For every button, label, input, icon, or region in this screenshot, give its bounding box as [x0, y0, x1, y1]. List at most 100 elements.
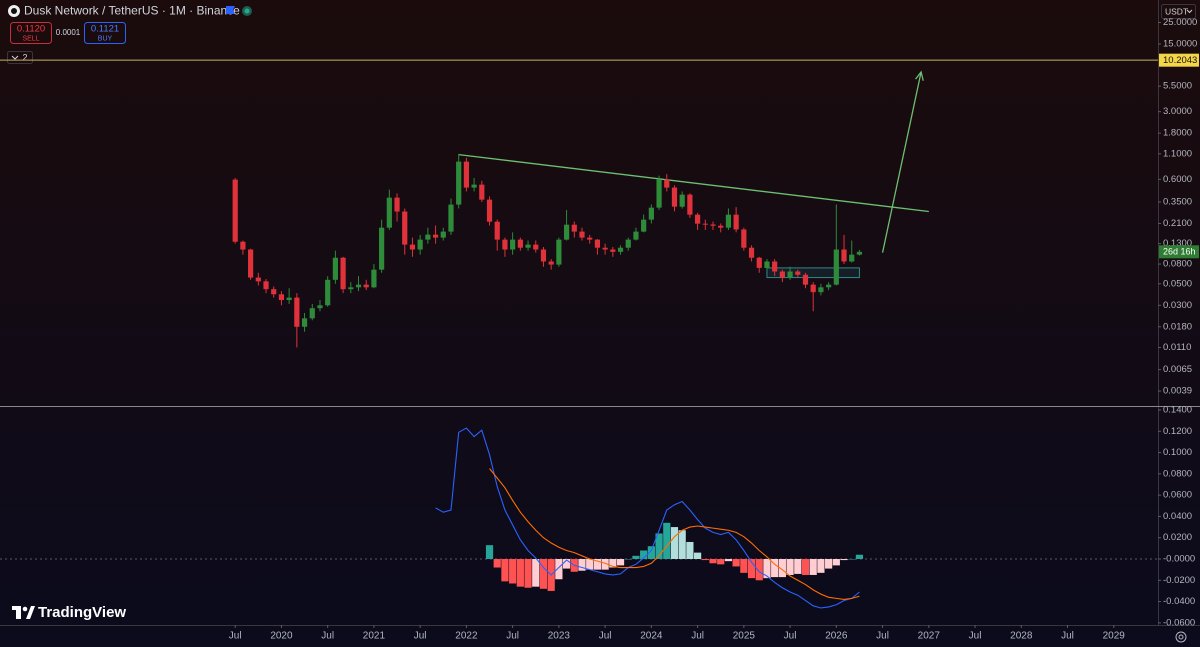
candle-body — [517, 239, 523, 248]
histogram-bar — [578, 559, 586, 571]
histogram-bar — [593, 559, 602, 570]
histogram-bar — [616, 559, 625, 566]
candle-body — [602, 247, 608, 250]
x-tick-label: 2023 — [548, 631, 571, 642]
candle-body — [301, 318, 308, 327]
y-tick-label: 0.0180 — [1163, 321, 1192, 332]
candle-body — [525, 244, 531, 248]
histogram-bar — [501, 559, 509, 582]
histogram-bar — [532, 559, 540, 587]
histogram-bar — [640, 550, 648, 560]
x-tick-label: Jul — [506, 631, 519, 642]
y-tick-label: 5.5000 — [1163, 81, 1192, 92]
logo-part — [26, 606, 35, 619]
header: Dusk Network / TetherUS · 1M · Binance 0… — [7, 4, 1196, 64]
histogram-bar — [855, 554, 864, 560]
y-tick-label: 0.1200 — [1163, 426, 1192, 437]
indicator-line — [435, 427, 860, 609]
y-tick-label: -0.0600 — [1163, 617, 1195, 628]
countdown: 26d 16h — [1163, 247, 1196, 257]
y-tick-label: 1.8000 — [1163, 128, 1192, 139]
y-tick-label: 15.0000 — [1163, 39, 1197, 50]
candle-body — [325, 279, 331, 306]
y-tick-label: 0.1000 — [1163, 447, 1192, 458]
histogram-bar — [586, 559, 594, 570]
candle-body — [772, 261, 778, 272]
sell-button[interactable] — [10, 22, 52, 44]
candle-body — [386, 197, 392, 228]
candle-body — [363, 284, 369, 288]
candle-body — [748, 247, 755, 258]
histogram-bar — [840, 559, 848, 561]
candle-body — [656, 179, 662, 208]
x-tick-label: Jul — [784, 631, 797, 642]
histogram-bar — [832, 559, 840, 566]
candle-body — [579, 231, 585, 238]
y-tick-label: 0.0400 — [1163, 511, 1192, 522]
y-tick-label: 25.0000 — [1163, 17, 1197, 28]
candle-body — [409, 244, 416, 250]
x-tick-label: Jul — [1061, 631, 1074, 642]
histogram-bar — [809, 559, 817, 575]
candle-body — [625, 239, 631, 248]
candle-body — [533, 244, 539, 250]
histogram-bar — [724, 559, 733, 562]
settings-icon[interactable] — [1175, 631, 1187, 643]
candle-body — [795, 271, 801, 275]
candle-body — [787, 271, 793, 278]
x-tick-label: 2022 — [455, 631, 478, 642]
candle-body — [463, 161, 469, 188]
candle-body — [818, 287, 824, 293]
histogram-bar — [516, 559, 524, 587]
y-tick-label: 0.0500 — [1163, 278, 1192, 289]
candle-body — [856, 251, 863, 255]
y-tick-label: 3.0000 — [1163, 106, 1192, 117]
histogram-bar — [609, 559, 617, 568]
currency-button[interactable] — [1161, 4, 1196, 19]
indicator-toggle[interactable] — [7, 51, 33, 64]
candle-body — [548, 261, 554, 265]
y-tick-label: -0.0400 — [1163, 596, 1195, 607]
x-tick-label: Jul — [599, 631, 612, 642]
x-tick-label: 2025 — [733, 631, 756, 642]
arrow-head — [915, 70, 924, 81]
x-tick-label: 2020 — [270, 631, 293, 642]
candle-body — [248, 249, 254, 278]
histogram-bar — [686, 541, 694, 560]
candle-body — [432, 234, 439, 238]
x-tick-label: 2021 — [363, 631, 386, 642]
logo-part — [22, 606, 28, 612]
candle-body — [648, 207, 654, 220]
candle-body — [756, 257, 762, 268]
candle-body — [394, 197, 400, 212]
histogram-bar — [655, 533, 663, 560]
candle-body — [486, 199, 493, 222]
histogram-bar — [786, 559, 794, 575]
countdown-box — [1159, 245, 1199, 259]
candle-body — [664, 179, 670, 188]
x-tick-label: Jul — [691, 631, 704, 642]
candle-body — [417, 239, 423, 250]
buy-button[interactable] — [84, 22, 126, 44]
y-tick-label: 0.0800 — [1163, 259, 1192, 270]
currency: USDT — [1165, 6, 1188, 16]
candle-body — [355, 284, 362, 288]
candle-body — [556, 239, 562, 265]
x-tick-label: 2026 — [825, 631, 848, 642]
histogram-bar — [801, 559, 810, 575]
flag-icon[interactable] — [226, 6, 235, 14]
arrow — [881, 71, 922, 253]
histogram-bar — [848, 559, 856, 560]
candle-body — [240, 241, 246, 250]
x-tick-label: 2024 — [640, 631, 663, 642]
candle-body — [425, 234, 431, 240]
x-tick-label: Jul — [414, 631, 427, 642]
candle-body — [348, 287, 354, 290]
histogram-bar — [555, 559, 563, 580]
candle-body — [286, 297, 292, 301]
histogram-bar — [485, 545, 494, 560]
histogram-bar — [755, 559, 763, 581]
candle-body — [471, 184, 477, 188]
